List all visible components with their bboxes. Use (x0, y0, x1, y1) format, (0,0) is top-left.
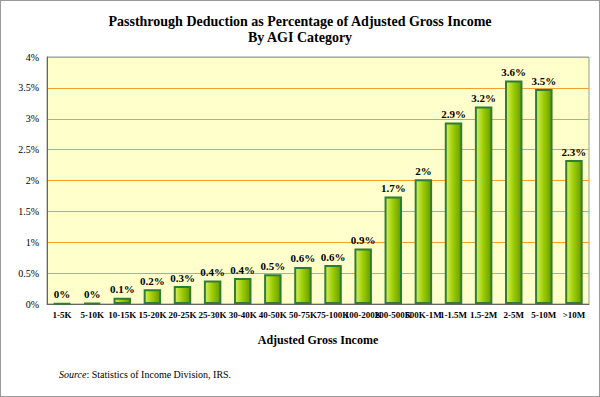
svg-text:1.7%: 1.7% (381, 182, 406, 194)
svg-text:0.6%: 0.6% (321, 251, 346, 263)
svg-text:Adjusted Gross Income: Adjusted Gross Income (258, 333, 379, 347)
svg-text:3%: 3% (26, 113, 39, 124)
svg-text:20-25K: 20-25K (169, 310, 197, 320)
svg-text:By AGI Category: By AGI Category (248, 30, 352, 45)
svg-text:Passthrough Deduction as Perce: Passthrough Deduction as Percentage of A… (108, 14, 491, 29)
svg-text:40-50K: 40-50K (259, 310, 287, 320)
svg-text:1.5%: 1.5% (18, 206, 39, 217)
svg-text:0%: 0% (84, 288, 101, 300)
svg-text:3.6%: 3.6% (501, 66, 526, 78)
svg-text:3.5%: 3.5% (18, 82, 39, 93)
svg-text:0.4%: 0.4% (200, 266, 225, 278)
svg-text:5-10M: 5-10M (531, 310, 556, 320)
svg-text:100-200K: 100-200K (344, 309, 382, 320)
svg-text:>10M: >10M (563, 310, 586, 320)
svg-text:2-5M: 2-5M (503, 310, 524, 320)
svg-text:500K-1M: 500K-1M (405, 310, 442, 320)
svg-text:1-1.5M: 1-1.5M (440, 310, 468, 320)
svg-text:25-30K: 25-30K (199, 310, 227, 320)
svg-text:50-75K: 50-75K (289, 310, 317, 320)
svg-text:5-10K: 5-10K (80, 310, 104, 320)
svg-text:1%: 1% (26, 237, 39, 248)
svg-text:2.3%: 2.3% (562, 146, 587, 158)
svg-text:3.2%: 3.2% (471, 92, 496, 104)
svg-text:0.9%: 0.9% (351, 234, 376, 246)
svg-text:10-15K: 10-15K (108, 310, 136, 320)
svg-text:75-100K: 75-100K (316, 309, 350, 320)
svg-text:Source: Source (59, 369, 87, 380)
svg-text:4%: 4% (26, 52, 39, 63)
svg-text:2.5%: 2.5% (18, 144, 39, 155)
svg-text:0%: 0% (26, 299, 39, 310)
svg-text:0.2%: 0.2% (140, 275, 165, 287)
svg-text:1.5-2M: 1.5-2M (470, 310, 498, 320)
svg-text:1-5K: 1-5K (53, 310, 72, 320)
svg-text:15-20K: 15-20K (138, 310, 166, 320)
svg-text:0.4%: 0.4% (230, 264, 255, 276)
svg-text:2%: 2% (415, 165, 432, 177)
svg-text:0.5%: 0.5% (260, 260, 285, 272)
svg-text:30-40K: 30-40K (229, 310, 257, 320)
svg-text:2.9%: 2.9% (441, 108, 466, 120)
svg-text:0.3%: 0.3% (170, 272, 195, 284)
svg-text:: Statistics of Income Divisio: : Statistics of Income Division, IRS. (86, 369, 231, 380)
svg-text:0.6%: 0.6% (291, 252, 316, 264)
svg-text:0.5%: 0.5% (18, 268, 39, 279)
svg-text:2%: 2% (26, 175, 39, 186)
svg-text:0.1%: 0.1% (110, 283, 135, 295)
svg-text:0%: 0% (54, 288, 71, 300)
svg-text:3.5%: 3.5% (531, 75, 556, 87)
svg-text:200-500K: 200-500K (374, 309, 412, 320)
